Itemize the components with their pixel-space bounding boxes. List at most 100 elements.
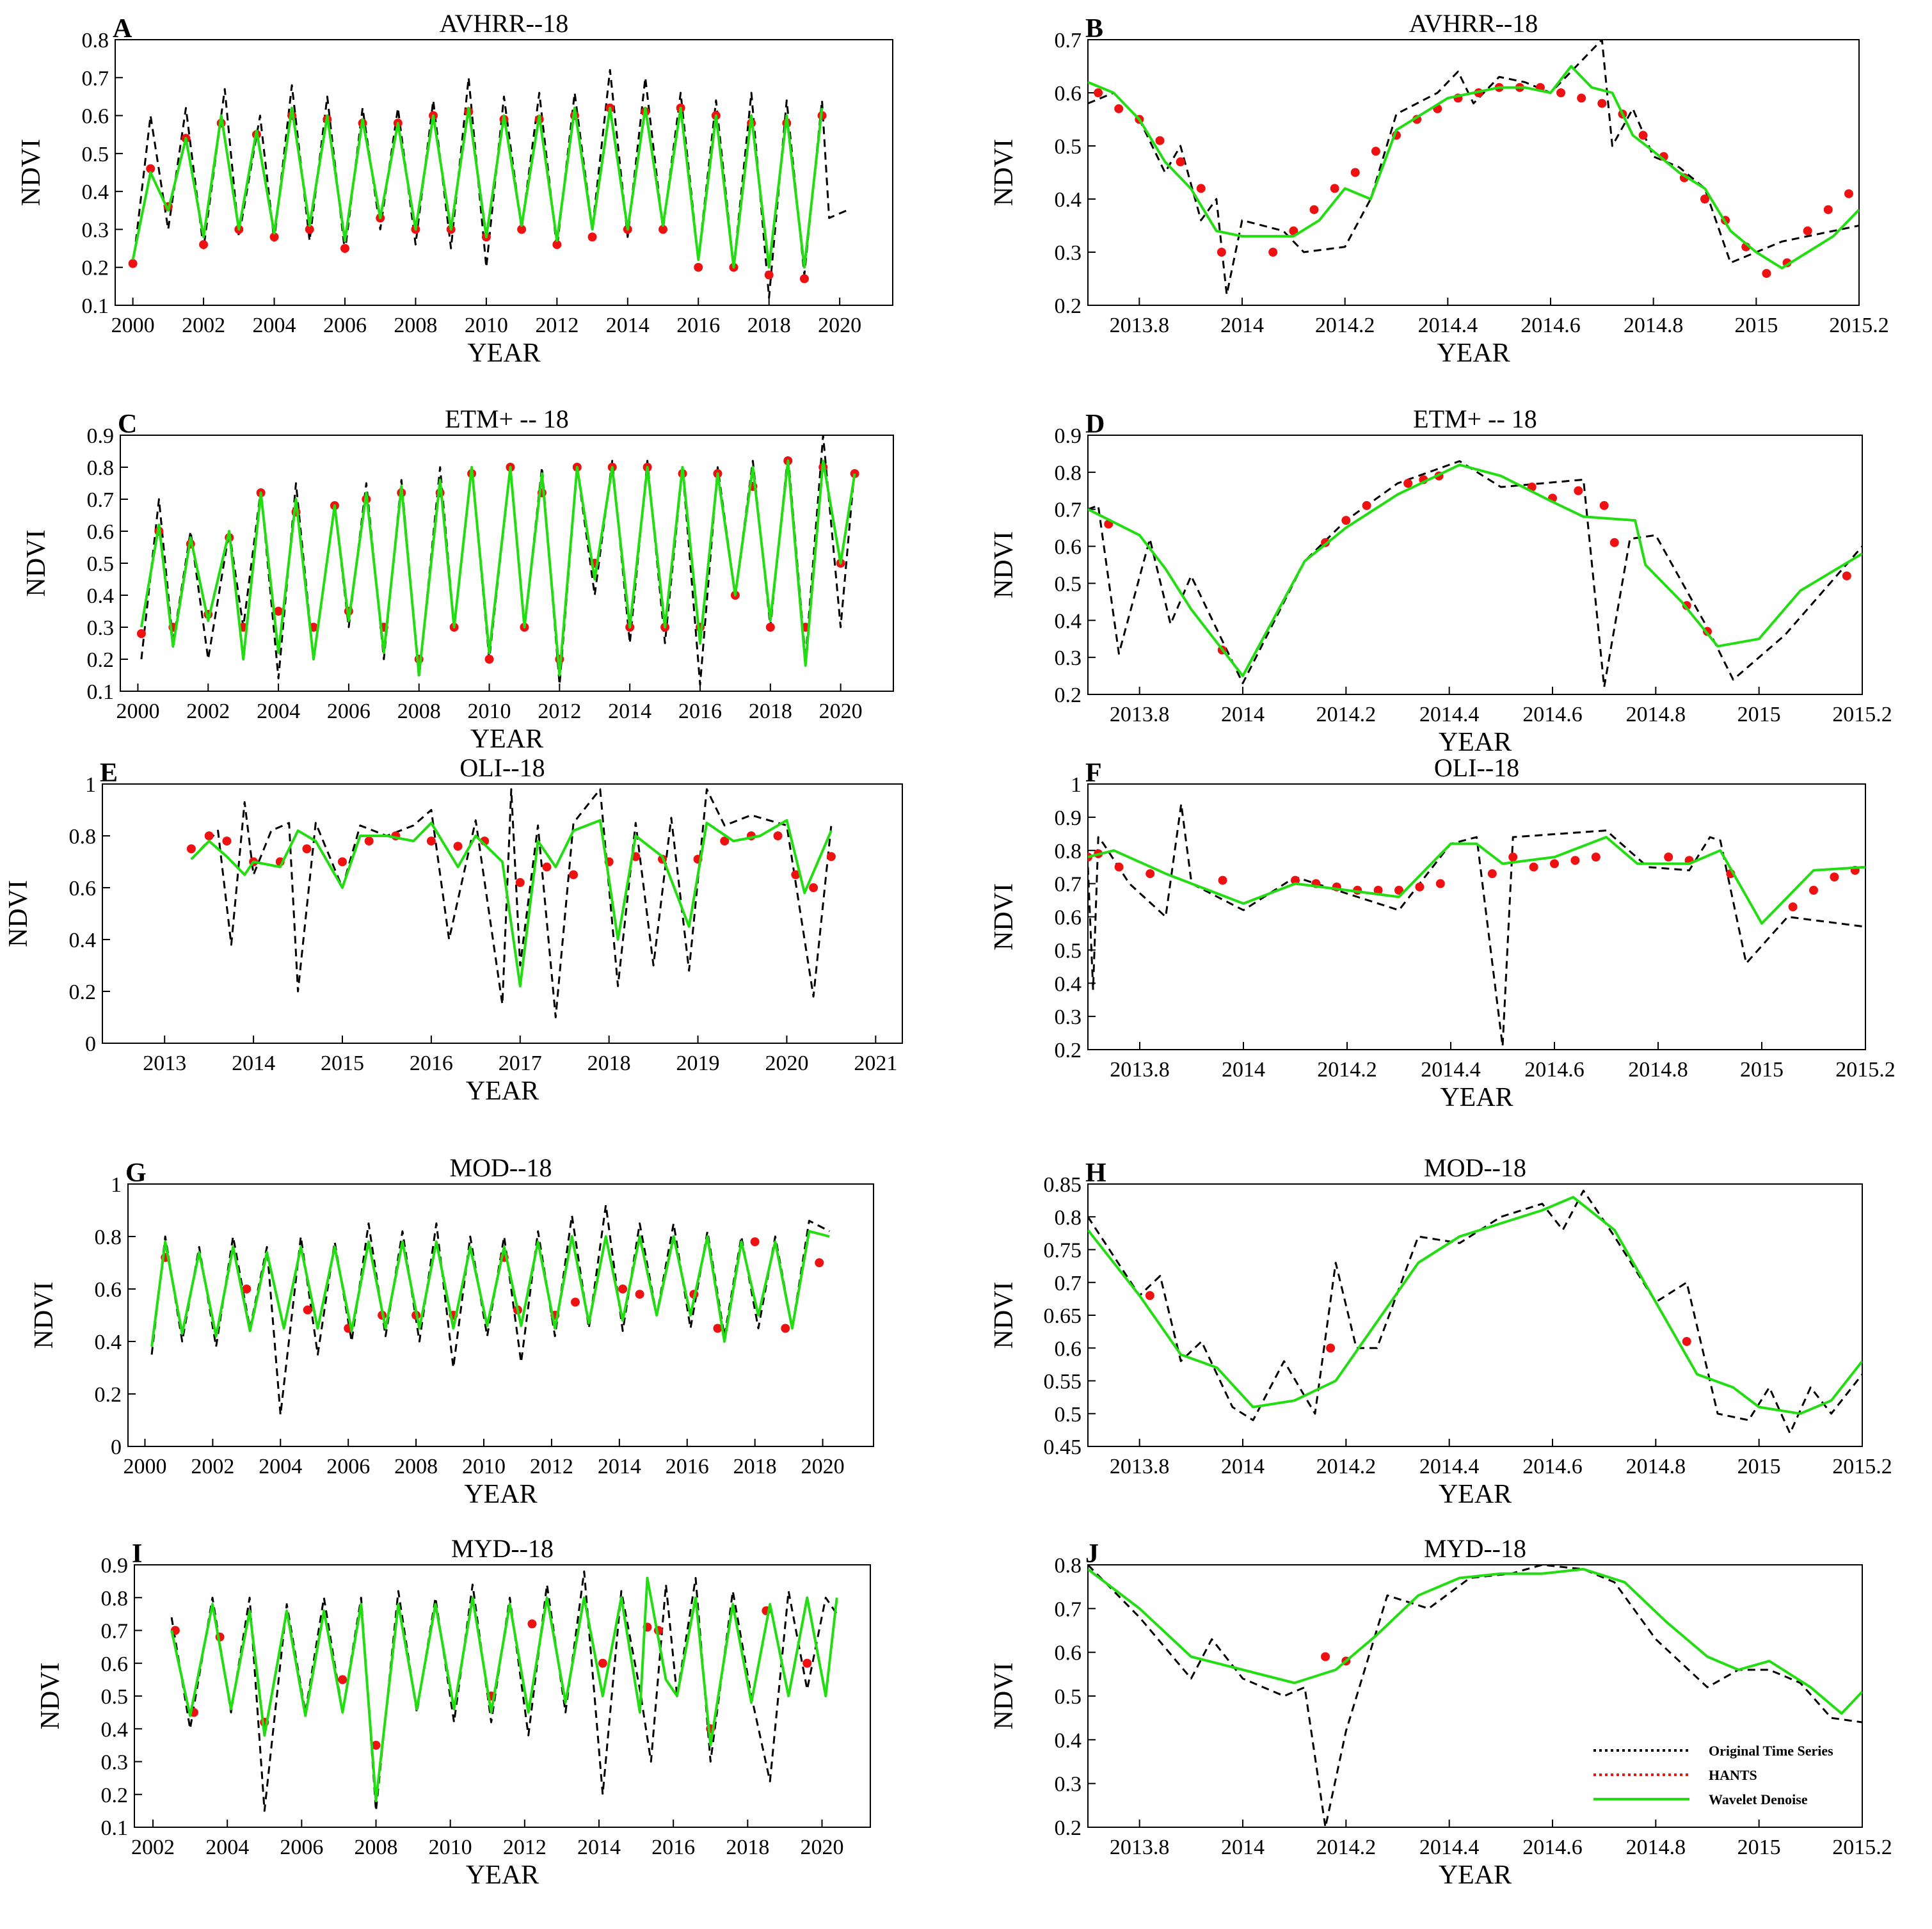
y-tick-label: 0.6 xyxy=(82,105,109,129)
hants-point xyxy=(635,1290,644,1299)
y-tick-label: 0.5 xyxy=(1055,1685,1082,1709)
x-tick-label: 2008 xyxy=(397,700,441,723)
y-tick-label: 0.3 xyxy=(1055,1773,1082,1797)
hants-point xyxy=(1094,88,1103,97)
original-series-line xyxy=(1088,40,1859,296)
x-tick-label: 2012 xyxy=(530,1455,573,1478)
x-axis-label: YEAR xyxy=(466,1077,539,1106)
y-tick-label: 0.8 xyxy=(1055,1554,1082,1578)
x-axis-label: YEAR xyxy=(1439,1861,1512,1890)
hants-point xyxy=(826,852,836,861)
x-tick-label: 2010 xyxy=(465,314,508,337)
y-tick-label: 0.7 xyxy=(1055,499,1082,522)
x-tick-label: 2014.6 xyxy=(1521,314,1581,337)
hants-point xyxy=(1373,886,1383,895)
series-group xyxy=(186,788,836,1018)
x-tick-label: 2000 xyxy=(111,314,155,337)
hants-point xyxy=(799,274,809,284)
x-axis-label: YEAR xyxy=(464,1480,537,1509)
x-tick-label: 2015 xyxy=(1737,1836,1781,1859)
y-axis-label: NDVI xyxy=(989,1663,1019,1730)
wavelet-denoise-line xyxy=(1088,1196,1862,1415)
y-tick-label: 0.4 xyxy=(1055,1729,1082,1752)
series-group xyxy=(150,1204,830,1416)
x-tick-label: 2014.4 xyxy=(1418,314,1478,337)
hants-point xyxy=(1574,486,1583,495)
hants-point xyxy=(1762,269,1771,278)
y-tick-label: 0.5 xyxy=(82,143,109,166)
hants-point xyxy=(1570,856,1580,865)
x-axis-label: YEAR xyxy=(466,1861,539,1890)
y-tick-label: 0.75 xyxy=(1044,1239,1082,1263)
y-tick-label: 0.9 xyxy=(101,1554,129,1578)
hants-point xyxy=(303,1305,312,1315)
hants-point xyxy=(128,259,138,268)
y-tick-label: 0.5 xyxy=(1055,1403,1082,1427)
y-tick-label: 0.3 xyxy=(87,616,115,640)
y-tick-label: 0.8 xyxy=(101,1587,129,1610)
y-tick-label: 0.5 xyxy=(1055,572,1082,596)
x-tick-label: 2015.2 xyxy=(1832,703,1892,726)
y-tick-label: 0.7 xyxy=(1055,1597,1082,1621)
y-tick-label: 0.4 xyxy=(87,584,115,608)
hants-point xyxy=(1609,538,1619,547)
x-tick-label: 2013.8 xyxy=(1110,1455,1170,1478)
x-tick-label: 2014 xyxy=(1221,703,1265,726)
x-tick-label: 2014.2 xyxy=(1315,314,1375,337)
plot-frame xyxy=(134,1564,871,1828)
y-axis-label: NDVI xyxy=(989,531,1019,598)
panel-letter: I xyxy=(132,1539,142,1569)
original-series-line xyxy=(1088,803,1865,1048)
panel-title: MOD--18 xyxy=(1424,1153,1526,1182)
hants-point xyxy=(1176,157,1185,166)
legend-label: Wavelet Denoise xyxy=(1709,1791,1808,1807)
hants-point xyxy=(781,1324,790,1333)
hants-point xyxy=(1435,879,1445,888)
hants-point xyxy=(527,1619,537,1629)
x-tick-label: 2016 xyxy=(676,314,720,337)
hants-point xyxy=(1114,104,1124,113)
x-axis-label: YEAR xyxy=(1440,1083,1513,1112)
x-tick-label: 2002 xyxy=(186,700,230,723)
y-axis-label: NDVI xyxy=(989,139,1019,206)
y-axis-label: NDVI xyxy=(22,530,51,597)
y-tick-label: 0.5 xyxy=(101,1685,129,1709)
x-tick-label: 2004 xyxy=(257,700,300,723)
x-axis-label: YEAR xyxy=(1439,728,1512,757)
y-tick-label: 0.6 xyxy=(1055,536,1082,559)
y-tick-label: 0.6 xyxy=(87,520,115,544)
hants-point xyxy=(204,831,214,840)
x-tick-label: 2014.4 xyxy=(1419,1836,1480,1859)
y-axis-label: NDVI xyxy=(29,1282,59,1349)
x-axis-label: YEAR xyxy=(1437,339,1510,368)
panel-letter: J xyxy=(1085,1539,1099,1569)
x-tick-label: 2014.6 xyxy=(1522,1836,1583,1859)
x-tick-label: 2014 xyxy=(1220,314,1264,337)
hants-point xyxy=(1289,226,1298,236)
hants-point xyxy=(1809,886,1818,895)
x-tick-label: 2002 xyxy=(191,1455,234,1478)
hants-point xyxy=(1394,886,1403,895)
hants-point xyxy=(340,244,349,253)
series-group xyxy=(1088,1565,1862,1827)
x-tick-label: 2015 xyxy=(1734,314,1778,337)
y-tick-label: 1 xyxy=(1071,773,1082,797)
panel-d: 0.2 0.3 0.4 0.5 0.6 0.7 0.8 0.9 2013.8 2014 2014.2… xyxy=(989,404,1892,757)
panel-c: 0.1 0.2 0.3 0.4 0.5 0.6 0.7 0.8 0.9 2000 2002 2004 2… xyxy=(22,404,894,754)
x-tick-label: 2018 xyxy=(587,1052,631,1075)
y-tick-label: 0.65 xyxy=(1044,1304,1082,1328)
y-tick-label: 0.2 xyxy=(1055,1816,1082,1840)
hants-point xyxy=(1591,852,1601,862)
x-tick-label: 2013.8 xyxy=(1110,1836,1170,1859)
hants-point xyxy=(515,877,525,887)
x-tick-label: 2014.6 xyxy=(1524,1058,1585,1082)
y-axis-label: NDVI xyxy=(36,1663,65,1730)
panel-letter: G xyxy=(125,1158,147,1188)
panel-letter: D xyxy=(1085,410,1105,439)
x-axis-label: YEAR xyxy=(467,339,540,368)
y-tick-label: 0.6 xyxy=(69,877,97,900)
panel-title: OLI--18 xyxy=(459,753,545,782)
x-tick-label: 2016 xyxy=(678,700,722,723)
x-tick-label: 2014.6 xyxy=(1522,1455,1583,1478)
